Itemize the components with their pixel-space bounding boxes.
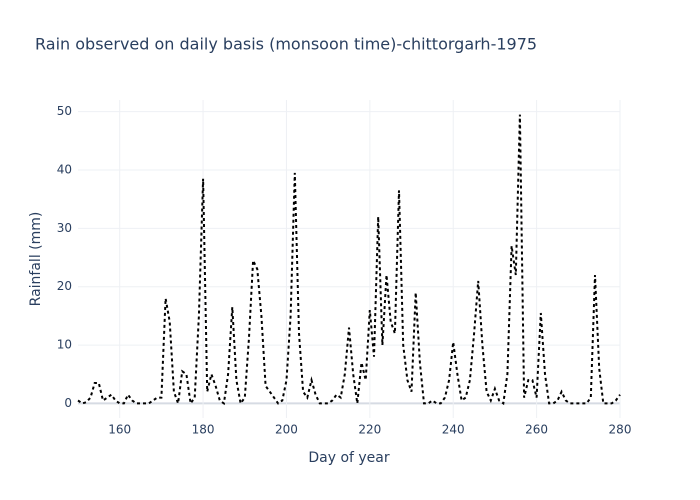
y-tick-label: 40 — [57, 163, 72, 177]
x-axis-title: Day of year — [308, 450, 390, 466]
y-tick-label: 20 — [57, 279, 72, 293]
x-tick-label: 200 — [275, 423, 298, 437]
y-tick-label: 50 — [57, 104, 72, 118]
x-tick-label: 260 — [525, 423, 548, 437]
x-tick-label: 180 — [192, 423, 215, 437]
chart-title: Rain observed on daily basis (monsoon ti… — [35, 35, 537, 54]
x-tick-label: 220 — [358, 423, 381, 437]
x-tick-label: 240 — [442, 423, 465, 437]
y-axis-title: Rainfall (mm) — [28, 212, 44, 307]
y-tick-label: 30 — [57, 221, 72, 235]
y-tick-label: 0 — [64, 396, 72, 410]
rain-line — [77, 114, 621, 407]
x-tick-label: 280 — [609, 423, 632, 437]
y-tick-label: 10 — [57, 338, 72, 352]
x-tick-label: 160 — [108, 423, 131, 437]
